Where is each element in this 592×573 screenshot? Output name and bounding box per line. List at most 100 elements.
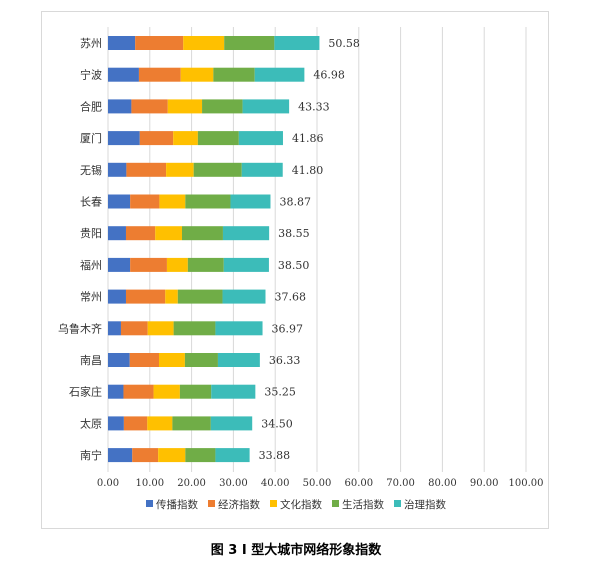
bar-segment (108, 321, 121, 336)
bar-segment (185, 194, 231, 209)
total-label: 38.55 (278, 227, 310, 240)
bar-segment (129, 353, 159, 367)
category-label: 石家庄 (69, 385, 102, 399)
legend-swatch (146, 500, 153, 507)
bar-segment (153, 384, 180, 399)
category-label: 乌鲁木齐 (58, 321, 102, 335)
bar-segment (139, 131, 174, 146)
bar-segment (123, 416, 148, 431)
bar-segment (166, 257, 188, 272)
bar-segment (132, 448, 159, 463)
bar-segment (254, 67, 305, 82)
bar-segment (223, 257, 269, 272)
total-label: 41.86 (292, 132, 324, 145)
bar-segment (187, 257, 224, 272)
bar-segment (177, 289, 223, 304)
category-label: 无锡 (80, 163, 102, 177)
bar-segment (224, 36, 275, 50)
bar-segment (183, 36, 225, 50)
x-tick-label: 90.00 (470, 478, 499, 489)
x-tick-label: 70.00 (386, 478, 415, 489)
category-label: 南昌 (80, 354, 102, 367)
x-tick-label: 60.00 (344, 478, 373, 489)
bar-segment (108, 257, 131, 272)
legend-swatch (270, 500, 277, 507)
total-label: 34.50 (261, 417, 293, 430)
category-label: 合肥 (80, 99, 102, 113)
category-label: 太原 (80, 417, 102, 430)
bar-segment (184, 353, 218, 367)
x-tick-label: 0.00 (97, 478, 119, 489)
bar-segment (210, 416, 253, 431)
bar-segment (108, 416, 124, 431)
bar-segment (241, 162, 283, 177)
bar-segment (172, 416, 211, 431)
bar-segment (108, 36, 136, 50)
bar-segment (242, 99, 290, 114)
bar-segment (138, 67, 181, 82)
bar-segment (108, 384, 124, 399)
category-label: 贵阳 (80, 227, 102, 240)
bar-segment (166, 162, 194, 177)
x-tick-label: 10.00 (135, 478, 164, 489)
total-label: 36.33 (269, 354, 301, 367)
chart-frame: 0.00 10.00 20.00 30.00 40.00 50.00 60.00 70.00 8… (41, 11, 549, 529)
total-label: 36.97 (272, 322, 304, 335)
category-label: 常州 (80, 291, 102, 304)
bar-segment (158, 448, 186, 463)
bar-segment (126, 162, 167, 177)
x-tick-label: 80.00 (428, 478, 457, 489)
bar-segment (108, 448, 133, 463)
bar-segment (147, 416, 173, 431)
bar-segment (181, 226, 223, 241)
bar-segment (202, 99, 243, 114)
category-label: 宁波 (80, 68, 102, 82)
bar-segment (179, 384, 212, 399)
x-tick-label: 50.00 (303, 478, 332, 489)
total-label: 41.80 (292, 164, 324, 177)
total-label: 35.25 (264, 386, 296, 399)
bar-segment (108, 131, 140, 146)
bar-segment (173, 131, 198, 146)
legend-label: 治理指数 (404, 498, 446, 511)
bars (108, 36, 320, 463)
total-label: 46.98 (313, 69, 345, 82)
bar-segment (197, 131, 239, 146)
bar-segment (211, 384, 256, 399)
bar-segment (185, 448, 216, 463)
category-label: 南宁 (80, 448, 102, 462)
legend-label: 文化指数 (280, 498, 322, 511)
bar-segment (193, 162, 242, 177)
x-tick-label: 100.00 (509, 478, 544, 489)
total-label: 38.87 (279, 196, 311, 209)
x-tick-label: 30.00 (219, 478, 248, 489)
bar-segment (120, 321, 148, 336)
total-label: 43.33 (298, 100, 330, 113)
category-label: 苏州 (80, 37, 102, 50)
bar-segment (108, 194, 131, 209)
bar-segment (217, 353, 260, 367)
bar-segment (108, 353, 130, 367)
figure-caption: 图 3 I 型大城市网络形象指数 (210, 543, 382, 558)
bar-segment (173, 321, 216, 336)
total-label: 50.58 (328, 37, 360, 50)
x-tick-label: 40.00 (261, 478, 290, 489)
bar-segment (165, 289, 178, 304)
legend-swatch (394, 500, 401, 507)
legend-label: 传播指数 (156, 498, 198, 511)
bar-segment (158, 353, 185, 367)
bar-segment (230, 194, 271, 209)
bar-segment (215, 448, 250, 463)
bar-segment (135, 36, 184, 50)
bar-segment (125, 226, 156, 241)
bar-segment (155, 226, 182, 241)
legend-swatch (208, 500, 215, 507)
bar-segment (108, 289, 126, 304)
legend-label: 生活指数 (342, 498, 384, 511)
x-tick-label: 20.00 (177, 478, 206, 489)
bar-segment (159, 194, 186, 209)
category-label: 厦门 (80, 131, 102, 145)
bar-segment (123, 384, 154, 399)
bar-segment (274, 36, 320, 50)
